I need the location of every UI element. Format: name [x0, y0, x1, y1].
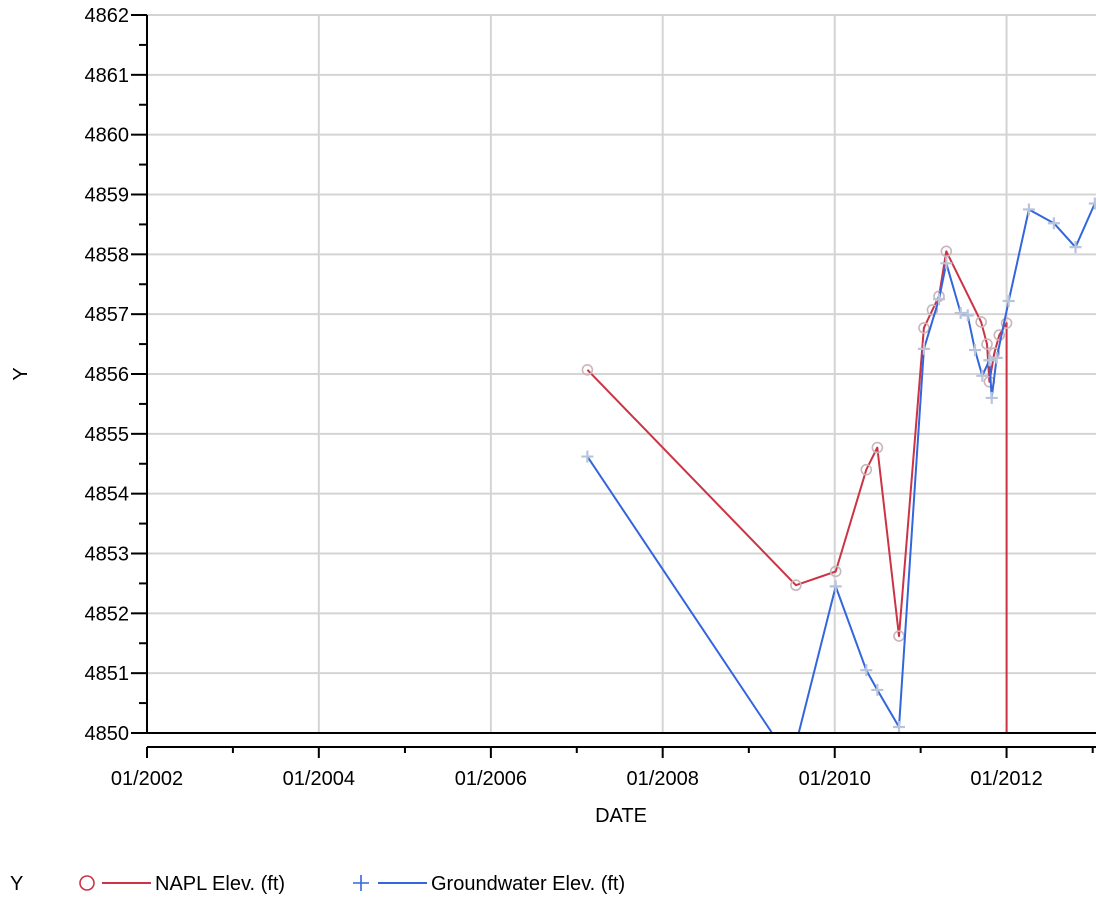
data-point — [871, 683, 884, 696]
series-line — [586, 203, 1096, 733]
y-tick-label: 4855 — [85, 424, 130, 446]
data-point — [1069, 241, 1082, 254]
data-point — [918, 322, 930, 334]
data-point — [976, 369, 989, 382]
data-point — [860, 664, 873, 677]
y-tick-label: 4850 — [85, 723, 130, 745]
legend-marker-plus — [353, 875, 369, 891]
data-point — [790, 579, 802, 592]
y-tick-label: 4852 — [85, 603, 130, 625]
series-1 — [581, 245, 1013, 733]
data-point — [981, 338, 993, 350]
data-point — [969, 344, 982, 357]
gridlines — [147, 14, 1096, 733]
data-point — [581, 450, 594, 463]
data-point — [1047, 217, 1060, 230]
y-tick-label: 4856 — [85, 364, 130, 386]
data-point — [990, 351, 1003, 364]
data-point — [917, 342, 930, 355]
data-point — [829, 580, 842, 593]
data-point — [975, 316, 987, 328]
data-point — [1088, 197, 1096, 210]
y-tick-label: 4859 — [85, 185, 130, 207]
x-tick-label: 01/2012 — [970, 768, 1042, 790]
data-point — [1022, 203, 1035, 216]
data-point — [892, 721, 905, 733]
data-point — [940, 245, 953, 258]
data-point — [1000, 317, 1013, 329]
y-tick-label: 4861 — [85, 65, 130, 87]
data-point — [983, 354, 996, 367]
x-axis-title: DATE — [595, 805, 647, 827]
x-tick-label: 01/2008 — [627, 768, 699, 790]
x-tick-label: 01/2004 — [283, 768, 355, 790]
data-point — [1002, 295, 1015, 308]
legend: Y NAPL Elev. (ft) Groundwater Elev. (ft) — [10, 873, 625, 895]
x-tick-label: 01/2006 — [455, 768, 527, 790]
data-point — [985, 391, 998, 404]
data-point — [860, 463, 873, 476]
data-point — [993, 329, 1006, 341]
legend-marker-circle — [79, 875, 95, 891]
series-line — [586, 250, 1008, 733]
legend-label-groundwater: Groundwater Elev. (ft) — [431, 873, 625, 895]
y-tick-label: 4858 — [85, 244, 130, 266]
series-group — [581, 197, 1096, 733]
axes: 4850 4851 4852 4853 4854 4855 4856 4857 4858 4859… — [85, 5, 1096, 790]
data-point — [581, 364, 594, 376]
x-tick-label: 01/2002 — [111, 768, 183, 790]
y-axis-title: Y — [10, 367, 32, 380]
y-tick-label: 4854 — [85, 484, 130, 506]
data-point — [829, 565, 842, 578]
legend-title: Y — [10, 873, 23, 895]
y-tick-label: 4857 — [85, 304, 130, 326]
series-2 — [581, 197, 1096, 733]
y-tick-label: 4862 — [85, 5, 130, 27]
data-point — [926, 304, 939, 316]
y-tick-label: 4860 — [85, 125, 130, 147]
data-point — [933, 293, 946, 306]
y-tick-label: 4851 — [85, 663, 130, 685]
data-point — [871, 441, 884, 454]
x-tick-label: 01/2010 — [799, 768, 871, 790]
data-point — [961, 309, 974, 322]
data-point — [940, 257, 953, 270]
legend-label-napl: NAPL Elev. (ft) — [155, 873, 285, 895]
data-point — [954, 306, 967, 319]
y-tick-label: 4853 — [85, 544, 130, 566]
